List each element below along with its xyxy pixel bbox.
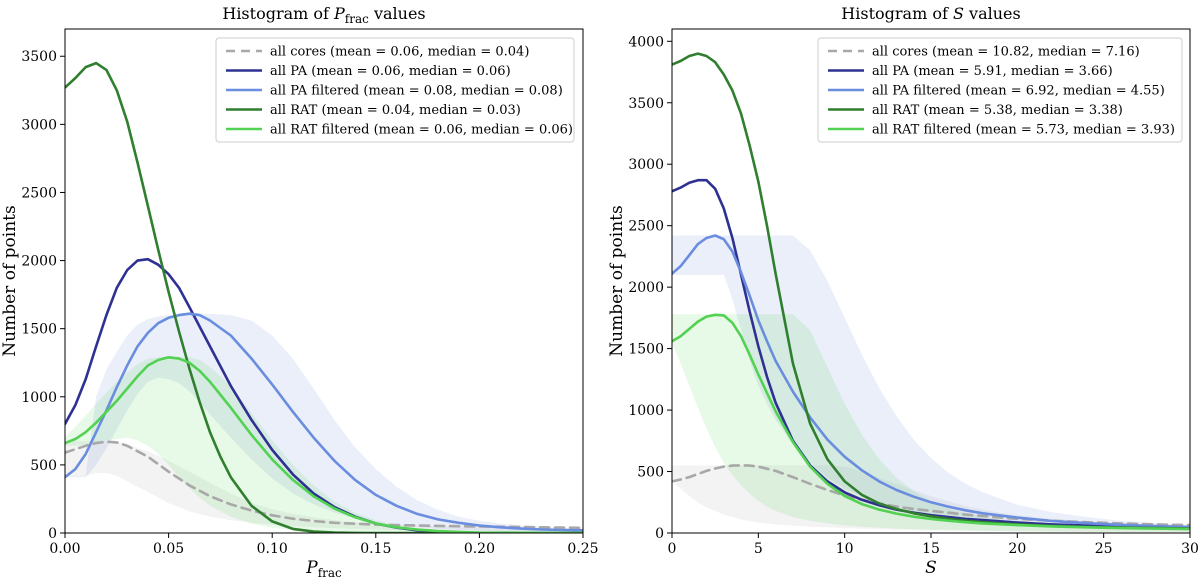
series-line-all-PA — [672, 178, 1190, 530]
band-all-cores — [65, 441, 583, 532]
x-tick-label: 5 — [754, 541, 763, 557]
series-line-all-RAT-filtered — [65, 355, 583, 533]
chart-title: Histogram of S values — [841, 4, 1020, 23]
y-tick-label: 2500 — [21, 185, 57, 201]
chart-title: Histogram of Pfrac values — [222, 4, 425, 26]
y-tick-label: 2000 — [21, 254, 57, 270]
x-tick-label: 0.00 — [49, 541, 80, 557]
y-tick-label: 0 — [655, 526, 664, 542]
legend-entry: all RAT (mean = 5.38, median = 3.38) — [872, 103, 1123, 118]
x-tick-label: 0.05 — [153, 541, 184, 557]
axes-frame — [64, 28, 584, 534]
y-tick-label: 4000 — [628, 34, 664, 50]
x-tick-label: 0.10 — [257, 541, 288, 557]
band-all-RAT-filtered — [672, 314, 1190, 533]
legend-box — [215, 37, 575, 143]
legend-entry: all RAT filtered (mean = 5.73, median = … — [872, 123, 1175, 138]
series-line-all-PA-filtered — [672, 234, 1190, 529]
x-tick-label: 10 — [836, 541, 854, 557]
legend-entry: all PA (mean = 5.91, median = 3.66) — [872, 64, 1113, 79]
legend: all cores (mean = 0.06, median = 0.04) al… — [215, 37, 575, 143]
y-tick-label: 500 — [637, 465, 664, 481]
plot-area — [672, 52, 1190, 533]
x-tick-label: 25 — [1095, 541, 1113, 557]
legend: all cores (mean = 10.82, median = 7.16) a… — [817, 37, 1183, 143]
chart-panel-s: 0 5 10 15 20 25 30 0 500 1000 1500 2000 2500 3000 3500… — [607, 4, 1199, 578]
y-tick-label: 1500 — [628, 342, 664, 358]
y-tick-label: 1000 — [628, 403, 664, 419]
y-tick-label: 1000 — [21, 390, 57, 406]
y-tick-label: 3500 — [21, 49, 57, 65]
plot-area — [65, 61, 583, 533]
y-tick-label: 3500 — [628, 96, 664, 112]
x-axis-label: S — [925, 558, 937, 578]
y-tick-label: 3000 — [628, 157, 664, 173]
x-tick-label: 0.20 — [464, 541, 495, 557]
band-all-cores — [672, 465, 1190, 533]
x-tick-label: 0.25 — [567, 541, 598, 557]
chart-panel-pfrac: 0.00 0.05 0.10 0.15 0.20 0.25 0 500 1000 1500 2000… — [0, 4, 599, 580]
legend-entry: all PA (mean = 0.06, median = 0.06) — [270, 64, 511, 79]
x-tick-label: 0.15 — [360, 541, 391, 557]
band-all-PA-filtered — [672, 235, 1190, 529]
x-tick-label: 0 — [668, 541, 677, 557]
legend-entry: all cores (mean = 10.82, median = 7.16) — [872, 45, 1140, 60]
y-tick-label: 0 — [48, 526, 57, 542]
series-line-all-RAT-filtered — [672, 313, 1190, 531]
x-tick-label: 30 — [1181, 541, 1199, 557]
y-tick-label: 2500 — [628, 219, 664, 235]
legend-entry: all RAT (mean = 0.04, median = 0.03) — [270, 103, 521, 118]
y-tick-label: 2000 — [628, 280, 664, 296]
y-axis-label: Number of points — [607, 205, 627, 356]
x-tick-label: 20 — [1008, 541, 1026, 557]
y-tick-label: 500 — [30, 458, 57, 474]
y-axis-label: Number of points — [0, 205, 20, 356]
y-tick-label: 1500 — [21, 322, 57, 338]
series-line-all-RAT — [65, 61, 583, 533]
legend-box — [817, 37, 1183, 143]
series-line-all-PA-filtered — [65, 312, 583, 532]
legend-entry: all cores (mean = 0.06, median = 0.04) — [270, 45, 529, 60]
x-axis-label: Pfrac — [305, 558, 342, 580]
legend-entry: all PA filtered (mean = 6.92, median = 4… — [872, 84, 1165, 99]
y-tick-label: 3000 — [21, 117, 57, 133]
x-tick-label: 15 — [922, 541, 940, 557]
legend-entry: all PA filtered (mean = 0.08, median = 0… — [270, 84, 563, 99]
legend-entry: all RAT filtered (mean = 0.06, median = … — [270, 123, 573, 138]
